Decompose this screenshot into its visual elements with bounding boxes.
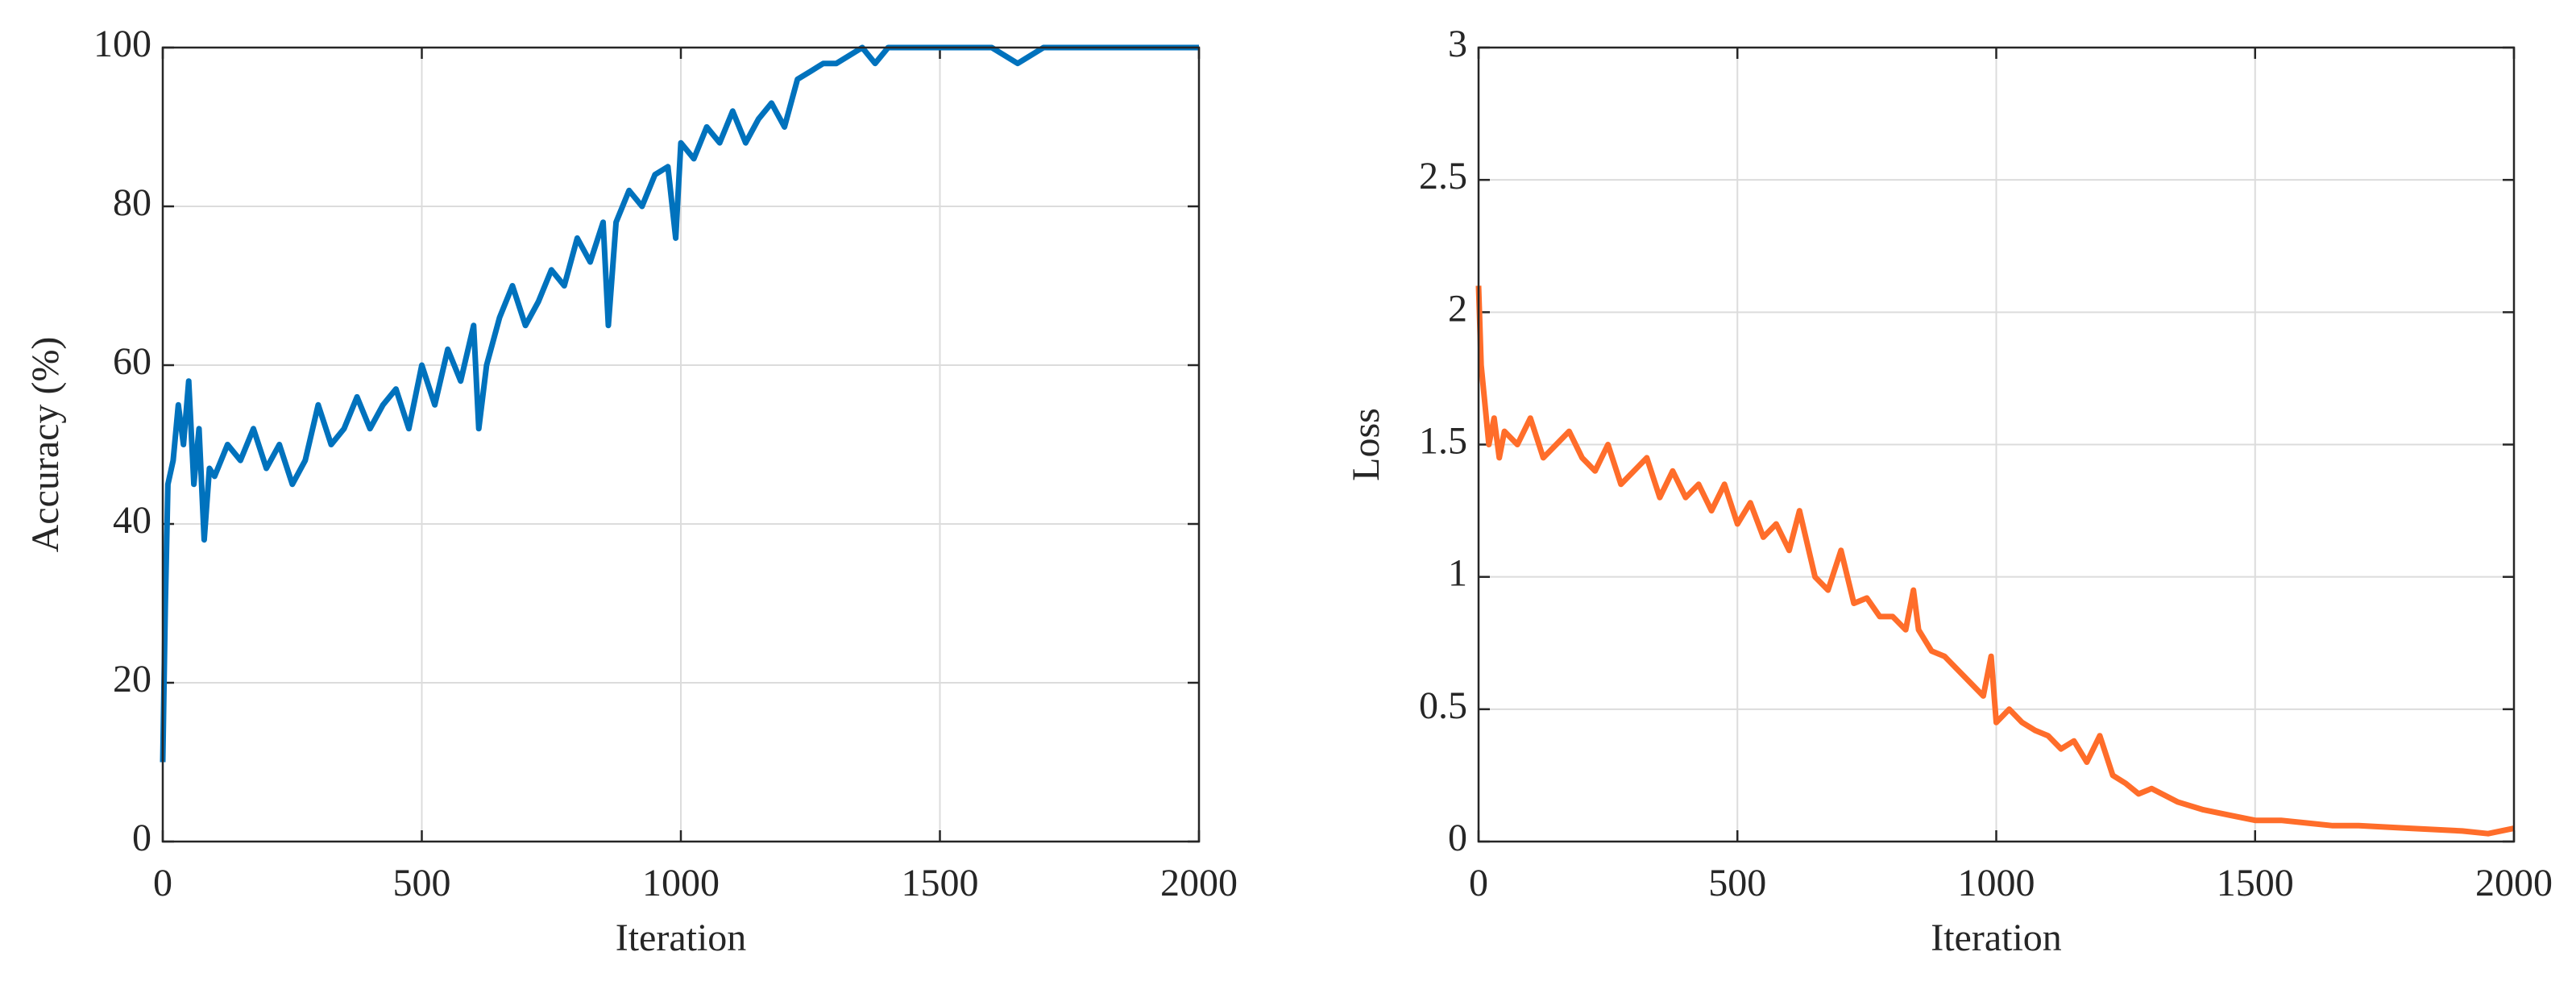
y-tick-label: 1 xyxy=(1448,552,1467,595)
y-tick-label: 3 xyxy=(1448,23,1467,65)
data-line xyxy=(160,44,1199,763)
y-tick-label: 20 xyxy=(113,658,151,700)
x-tick-label: 1000 xyxy=(1958,862,2035,904)
x-axis-label: Iteration xyxy=(616,917,747,959)
x-axis-label: Iteration xyxy=(1931,917,2062,959)
axes-frame xyxy=(1477,46,2516,843)
y-tick-label: 1.5 xyxy=(1419,420,1467,463)
y-tick-label: 80 xyxy=(113,181,151,224)
y-axis-label: Accuracy (%) xyxy=(24,337,67,553)
y-tick-label: 0 xyxy=(1448,817,1467,859)
axes-frame xyxy=(161,46,1201,843)
y-tick-label: 0.5 xyxy=(1419,684,1467,727)
x-tick-label: 2000 xyxy=(2475,862,2553,904)
y-axis-label: Loss xyxy=(1345,408,1388,481)
data-line xyxy=(1475,285,2515,837)
x-tick-label: 2000 xyxy=(1160,862,1238,904)
y-tick-label: 2.5 xyxy=(1419,155,1467,197)
y-tick-label: 40 xyxy=(113,499,151,542)
x-tick-label: 1000 xyxy=(642,862,720,904)
x-tick-label: 500 xyxy=(393,862,451,904)
x-tick-label: 0 xyxy=(1469,862,1488,904)
x-tick-label: 0 xyxy=(153,862,172,904)
y-tick-label: 60 xyxy=(113,340,151,383)
x-tick-label: 1500 xyxy=(902,862,979,904)
x-tick-label: 1500 xyxy=(2217,862,2294,904)
y-tick-label: 0 xyxy=(132,817,151,859)
x-tick-label: 500 xyxy=(1708,862,1766,904)
y-tick-label: 100 xyxy=(93,23,151,65)
y-tick-label: 2 xyxy=(1448,287,1467,330)
